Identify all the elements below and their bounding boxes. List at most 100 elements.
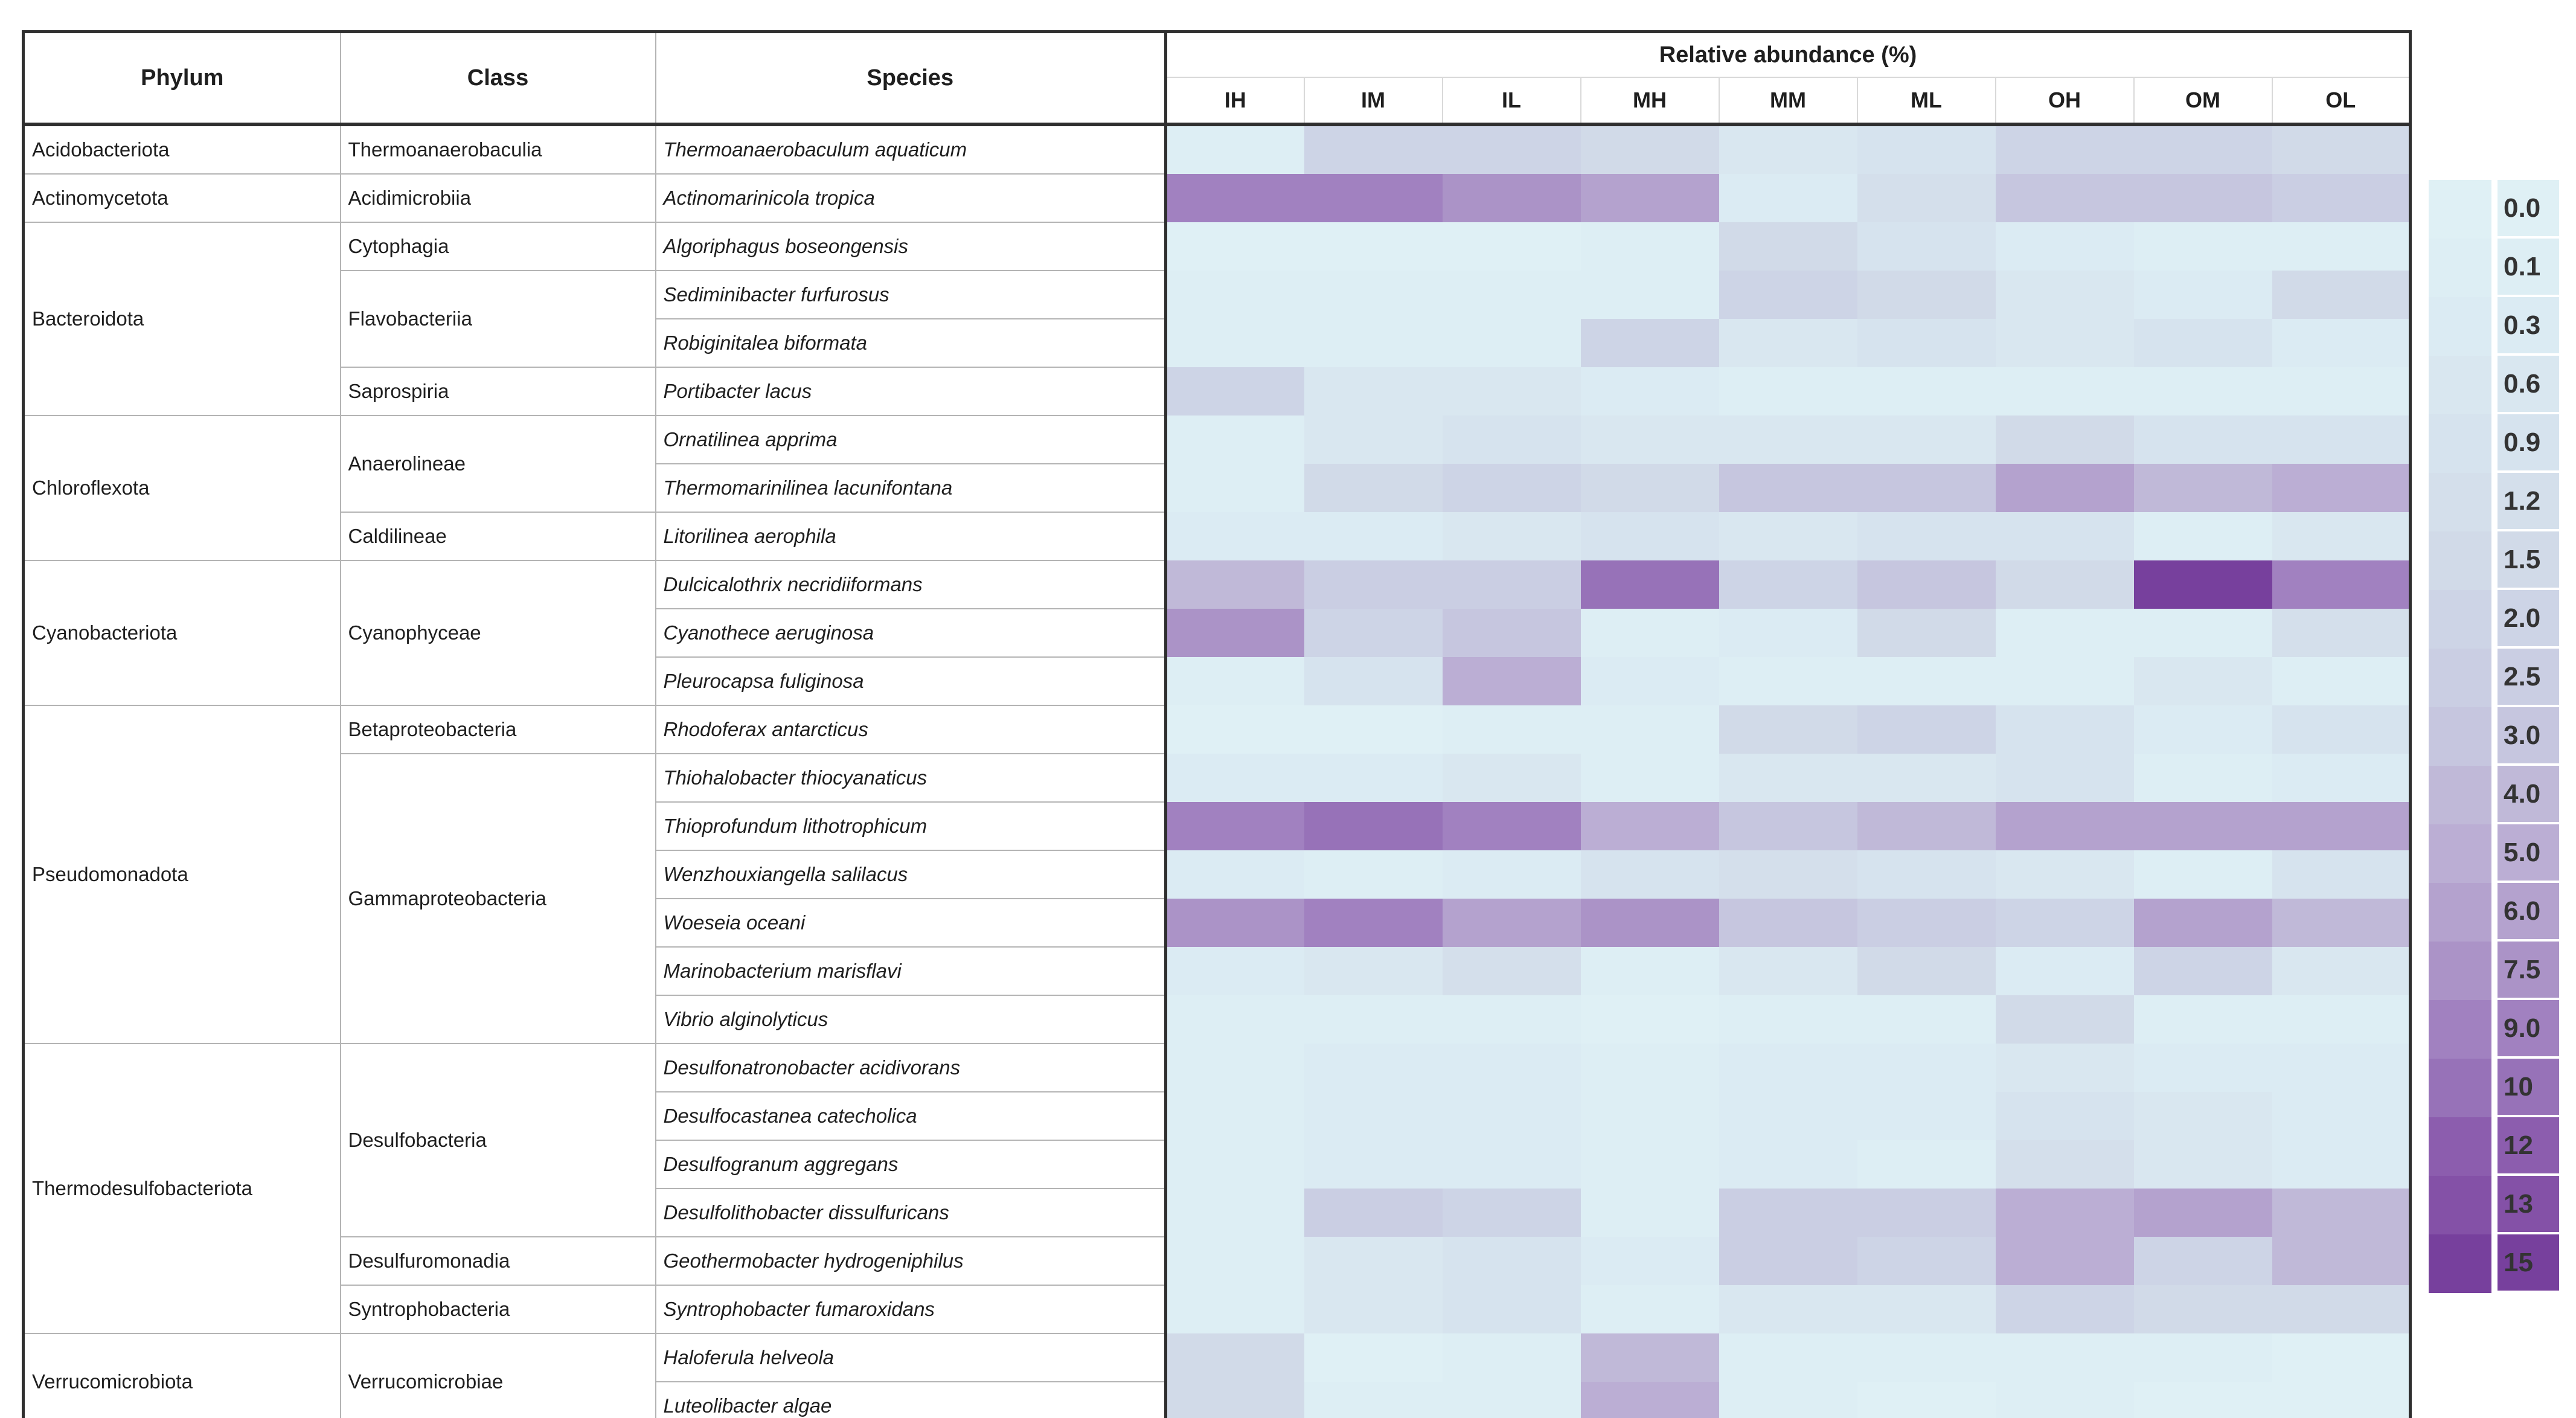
site-column-header-mm: MM — [1718, 77, 1857, 124]
heat-cell — [1995, 415, 2134, 464]
heat-cell — [2133, 1285, 2272, 1333]
heat-cell — [1164, 222, 1304, 271]
heat-cell — [1304, 124, 1443, 174]
heat-cell — [1719, 1044, 1857, 1092]
table-row: Desulfogranum aggregans — [24, 1140, 2411, 1189]
species-cell: Syntrophobacter fumaroxidans — [655, 1285, 1167, 1334]
phylum-cell: Thermodesulfobacteriota — [22, 1043, 341, 1334]
heat-cell — [1857, 124, 1996, 174]
heat-cell — [1442, 899, 1581, 947]
heat-cell — [1164, 464, 1304, 512]
phylum-cell: Pseudomonadota — [22, 705, 341, 1044]
species-cell: Pleurocapsa fuliginosa — [655, 656, 1167, 706]
legend-swatch — [2429, 707, 2491, 766]
heat-cell — [1857, 850, 1996, 899]
table-row: Verrucomicrobiota Verrucomicrobiae Halofer… — [22, 1333, 2411, 1418]
heat-cell — [1304, 947, 1443, 995]
heat-cell — [1442, 367, 1581, 415]
class-cell: Thermoanaerobaculia — [339, 124, 656, 175]
species-cell: Thermoanaerobaculum aquaticum — [655, 124, 1167, 175]
heat-cell — [1442, 174, 1581, 222]
table-header: Phylum Class Species Relative abundance … — [23, 31, 2411, 124]
species-cell: Actinomarinicola tropica — [655, 173, 1167, 223]
heat-cell — [1719, 367, 1857, 415]
site-column-header-om: OM — [2133, 77, 2272, 124]
heat-cell — [1580, 560, 1719, 609]
heat-cell — [1164, 1333, 1304, 1382]
heat-cell — [1719, 174, 1857, 222]
table-row: Desulfocastanea catecholica — [24, 1091, 2411, 1141]
heat-cell — [1580, 850, 1719, 899]
heat-cell — [2272, 850, 2411, 899]
legend-value-label: 6.0 — [2498, 883, 2559, 939]
table-row: Actinomycetota Acidimicrobiia Actinomarini… — [22, 173, 2411, 223]
table-row: Flavobacteriia Sediminibacter furfurosus — [24, 270, 2411, 368]
heat-cell — [2272, 1285, 2411, 1333]
heat-cell — [1995, 754, 2134, 802]
legend-swatch — [2429, 766, 2491, 824]
table-row: Luteolibacter algae — [24, 1381, 2411, 1418]
class-cell: Flavobacteriia — [339, 270, 656, 368]
heat-cell — [1164, 705, 1304, 754]
heat-cell — [1304, 560, 1443, 609]
legend-value-label: 3.0 — [2498, 707, 2559, 763]
heat-cell — [1442, 1382, 1581, 1418]
heat-cell — [2133, 754, 2272, 802]
heat-cell — [1857, 705, 1996, 754]
heat-cell — [1995, 1333, 2134, 1382]
heat-cell — [1857, 802, 1996, 850]
heat-cell — [1995, 1189, 2134, 1237]
heat-cell — [2133, 174, 2272, 222]
heat-cell — [1580, 657, 1719, 705]
heat-cell — [2133, 995, 2272, 1044]
heat-cell — [1719, 705, 1857, 754]
heat-cell — [1580, 271, 1719, 319]
species-cell: Woeseia oceani — [655, 898, 1167, 948]
legend-value-labels: 0.0 0.1 0.3 0.6 0.9 1.2 1.5 2.0 2.5 3.0 4.0 5.0 6.0 7… — [2498, 180, 2559, 1293]
heat-cell — [1580, 1382, 1719, 1418]
phylum-cell: Chloroflexota — [22, 415, 341, 561]
heat-cell — [1857, 754, 1996, 802]
heat-cell — [2272, 367, 2411, 415]
heat-cell — [1442, 705, 1581, 754]
heat-cell — [2133, 1092, 2272, 1140]
heat-cell — [1857, 464, 1996, 512]
heat-cell — [2133, 1044, 2272, 1092]
heat-cell — [1304, 174, 1443, 222]
heat-cell — [1164, 512, 1304, 560]
heat-cell — [2272, 754, 2411, 802]
heat-cell — [2133, 560, 2272, 609]
legend-value-label: 10 — [2498, 1059, 2559, 1115]
heat-cell — [1304, 271, 1443, 319]
heat-cell — [2272, 271, 2411, 319]
heat-cell — [1580, 319, 1719, 367]
class-cell: Desulfobacteria — [339, 1043, 656, 1237]
legend-value-label: 0.0 — [2498, 180, 2559, 236]
legend-value-label: 0.3 — [2498, 297, 2559, 353]
abundance-table: Phylum Class Species Relative abundance … — [22, 30, 2412, 1418]
heat-cell — [2272, 657, 2411, 705]
heat-cell — [1857, 222, 1996, 271]
heat-cell — [1304, 802, 1443, 850]
heat-cell — [1164, 1189, 1304, 1237]
heat-cell — [1304, 1044, 1443, 1092]
heat-cell — [1442, 271, 1581, 319]
legend-swatch — [2429, 1176, 2491, 1234]
heat-cell — [2133, 124, 2272, 174]
heat-cell — [2133, 609, 2272, 657]
site-column-header-oh: OH — [1994, 77, 2134, 124]
heat-cell — [1580, 899, 1719, 947]
heat-cell — [1857, 1044, 1996, 1092]
table-row: Chloroflexota Anaerolineae Ornatilinea app… — [22, 415, 2411, 561]
heat-cell — [1304, 1140, 1443, 1189]
heat-cell — [1442, 657, 1581, 705]
legend-value-label: 9.0 — [2498, 1000, 2559, 1056]
class-cell: Anaerolineae — [339, 415, 656, 513]
heat-cell — [1995, 464, 2134, 512]
heat-cell — [2133, 850, 2272, 899]
heat-cell — [1719, 1189, 1857, 1237]
class-cell: Caldilineae — [339, 512, 656, 561]
heat-cell — [1857, 512, 1996, 560]
heat-cell — [1719, 1382, 1857, 1418]
heat-cell — [1719, 222, 1857, 271]
